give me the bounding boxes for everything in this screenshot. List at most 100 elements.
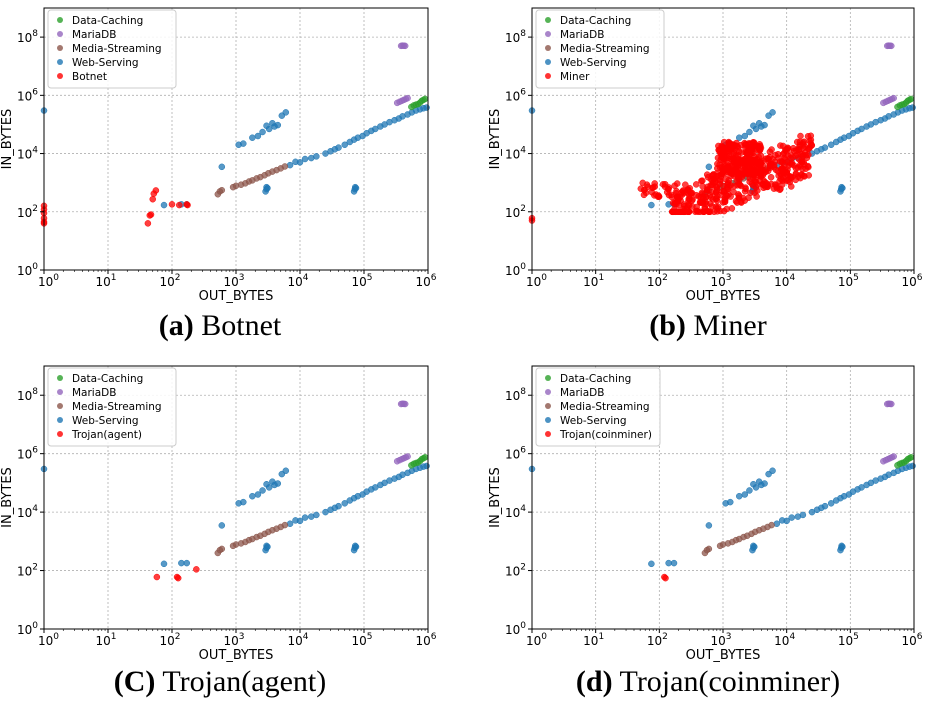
web-serving-point bbox=[296, 159, 304, 166]
malware-point bbox=[771, 181, 779, 188]
web-serving-point bbox=[160, 201, 168, 209]
malware-point bbox=[787, 151, 794, 158]
web-serving-point bbox=[769, 109, 776, 116]
x-tick-label: 105 bbox=[838, 273, 859, 289]
mariadb-point bbox=[401, 400, 409, 408]
legend-marker bbox=[57, 389, 63, 395]
web-serving-point bbox=[827, 500, 835, 507]
malware-point bbox=[785, 177, 792, 184]
web-serving-point bbox=[752, 125, 760, 133]
malware-point bbox=[742, 140, 749, 148]
malware-point bbox=[768, 146, 775, 153]
y-tick-label: 100 bbox=[17, 262, 38, 278]
web-serving-point bbox=[736, 134, 743, 141]
x-axis-label: OUT_BYTES bbox=[686, 289, 761, 304]
web-serving-point bbox=[827, 141, 835, 149]
legend-label: Media-Streaming bbox=[560, 401, 650, 413]
malware-point bbox=[742, 184, 749, 191]
malware-point bbox=[722, 149, 729, 156]
web-serving-point bbox=[259, 128, 266, 136]
malware-point bbox=[766, 159, 773, 167]
x-axis-label: OUT_BYTES bbox=[686, 648, 761, 663]
x-tick-label: 106 bbox=[415, 273, 436, 289]
malware-point bbox=[699, 177, 706, 184]
y-tick-label: 106 bbox=[505, 87, 526, 103]
scatter-plot-c: 100 101 102 103 104 105 106 100 102 104 106 108 OUT_… bbox=[0, 365, 437, 663]
malware-point bbox=[781, 168, 788, 176]
malware-point bbox=[718, 170, 725, 178]
legend-marker bbox=[57, 59, 63, 65]
malware-point bbox=[725, 140, 733, 147]
legend-marker bbox=[545, 59, 551, 65]
malware-point bbox=[685, 202, 693, 209]
legend-marker bbox=[545, 431, 551, 437]
web-serving-point bbox=[264, 184, 271, 192]
malware-point bbox=[144, 220, 152, 227]
malware-point bbox=[753, 193, 760, 200]
web-serving-point bbox=[769, 467, 776, 475]
web-serving-point bbox=[736, 492, 743, 500]
web-serving-point bbox=[254, 491, 262, 498]
x-tick-label: 100 bbox=[38, 273, 59, 289]
legend-label: Data-Caching bbox=[72, 15, 143, 27]
web-serving-point bbox=[665, 559, 672, 567]
legend-label: Web-Serving bbox=[560, 57, 627, 69]
y-tick-label: 104 bbox=[17, 504, 38, 520]
malware-point bbox=[147, 211, 155, 218]
y-tick-label: 108 bbox=[17, 387, 38, 403]
web-serving-point bbox=[240, 498, 247, 506]
malware-point bbox=[152, 187, 160, 194]
x-axis-label: OUT_BYTES bbox=[199, 648, 274, 663]
x-tick-label: 106 bbox=[901, 632, 922, 648]
legend-label: Web-Serving bbox=[560, 415, 627, 427]
x-tick-label: 101 bbox=[95, 632, 116, 648]
scatter-plot-d: 100 101 102 103 104 105 106 100 102 104 106 108 OUT_… bbox=[488, 365, 923, 663]
mariadb-point bbox=[888, 400, 895, 408]
legend-marker bbox=[545, 73, 551, 79]
legend-marker bbox=[57, 375, 63, 381]
mariadb-point bbox=[890, 94, 897, 102]
x-tick-label: 102 bbox=[647, 273, 668, 289]
web-serving-point bbox=[741, 491, 749, 498]
x-tick-label: 100 bbox=[526, 632, 547, 648]
web-serving-point bbox=[741, 132, 749, 140]
caption-letter-d: (d) bbox=[575, 665, 613, 698]
malware-point bbox=[693, 181, 700, 188]
y-tick-label: 106 bbox=[17, 446, 38, 462]
malware-point bbox=[800, 158, 807, 166]
malware-point bbox=[704, 183, 711, 191]
x-tick-label: 101 bbox=[95, 273, 116, 289]
legend-label: Miner bbox=[560, 71, 590, 83]
malware-point bbox=[728, 205, 736, 212]
x-tick-label: 102 bbox=[159, 632, 180, 648]
x-tick-label: 104 bbox=[287, 273, 308, 289]
malware-point bbox=[801, 173, 808, 180]
web-serving-point bbox=[240, 140, 247, 147]
y-tick-label: 100 bbox=[505, 262, 526, 278]
legend-label: Data-Caching bbox=[72, 373, 143, 385]
caption-letter-c: (C) bbox=[113, 665, 156, 698]
malware-point bbox=[661, 181, 669, 188]
malware-point bbox=[785, 162, 792, 169]
malware-point bbox=[752, 178, 760, 186]
mariadb-point bbox=[890, 453, 897, 460]
legend-label: Web-Serving bbox=[72, 57, 139, 69]
legend-marker bbox=[57, 17, 63, 23]
y-tick-label: 102 bbox=[17, 204, 38, 220]
legend-marker bbox=[545, 375, 551, 381]
malware-point bbox=[719, 199, 727, 206]
y-axis-label: IN_BYTES bbox=[488, 109, 503, 170]
x-tick-label: 100 bbox=[38, 632, 59, 648]
media-streaming-point bbox=[281, 521, 289, 529]
malware-point bbox=[759, 180, 767, 188]
web-serving-point bbox=[648, 560, 655, 568]
web-serving-point bbox=[264, 543, 271, 551]
x-tick-label: 105 bbox=[351, 273, 372, 289]
web-serving-point bbox=[218, 522, 226, 529]
y-tick-label: 104 bbox=[505, 504, 526, 520]
web-serving-point bbox=[301, 155, 309, 163]
x-tick-label: 105 bbox=[838, 632, 859, 648]
legend-marker bbox=[545, 389, 551, 395]
malware-point bbox=[153, 573, 161, 581]
caption-b: (b) Miner bbox=[488, 309, 928, 343]
